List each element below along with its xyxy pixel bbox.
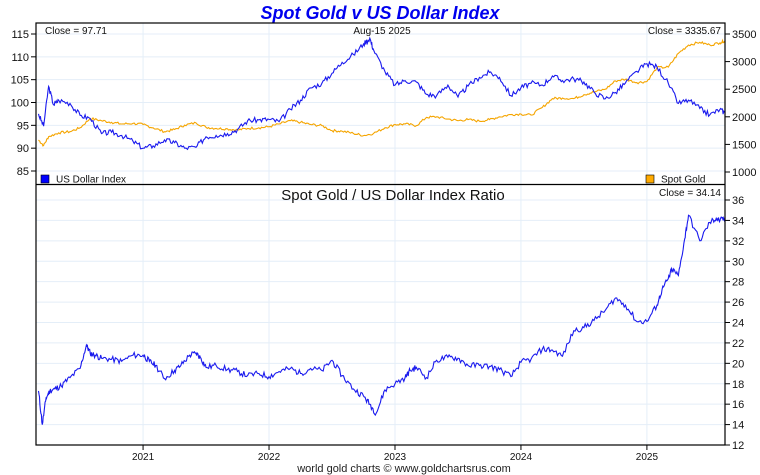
footer-credit: world gold charts © www.goldchartsrus.co… [296, 463, 511, 475]
legend-gold: Spot Gold [645, 174, 705, 186]
y-tick-label-right: 2000 [732, 112, 756, 124]
gold-close-label: Close = 3335.67 [648, 26, 722, 37]
y-tick-label-right: 2500 [732, 84, 756, 96]
legend-gold-label: Spot Gold [661, 175, 705, 186]
y-tick-label-ratio: 16 [732, 399, 744, 411]
plot-frame [35, 22, 726, 446]
y-tick-label-left: 85 [17, 166, 29, 178]
y-tick-label-ratio: 12 [732, 440, 744, 452]
y-tick-label-ratio: 22 [732, 338, 744, 350]
bottom-panel-series [37, 214, 726, 425]
y-tick-label-ratio: 34 [732, 215, 744, 227]
y-tick-label-ratio: 28 [732, 277, 744, 289]
y-tick-label-ratio: 24 [732, 318, 744, 330]
y-tick-label-left: 110 [11, 52, 29, 64]
y-tick-label-ratio: 32 [732, 236, 744, 248]
top-panel-series [37, 36, 726, 151]
spot-gold-line [38, 38, 726, 147]
y-tick-label-ratio: 14 [732, 420, 744, 432]
y-tick-label-left: 105 [11, 75, 29, 87]
y-tick-label-ratio: 26 [732, 297, 744, 309]
x-tick-label: 2022 [258, 452, 281, 463]
y-tick-label-right: 3500 [732, 29, 756, 41]
legend-usd-label: US Dollar Index [56, 175, 126, 186]
x-tick-label: 2025 [636, 452, 659, 463]
x-tick-label: 2023 [384, 452, 407, 463]
x-tick-label: 2024 [510, 452, 533, 463]
x-tick-label: 2021 [132, 452, 155, 463]
date-label: Aug-15 2025 [353, 26, 411, 37]
y-tick-label-left: 90 [17, 143, 29, 155]
y-tick-label-ratio: 30 [732, 256, 744, 268]
gridlines [36, 23, 725, 445]
chart-title: Spot Gold v US Dollar Index [260, 3, 500, 23]
legend-usd-swatch [40, 174, 50, 184]
y-tick-label-left: 115 [11, 29, 29, 41]
y-tick-label-ratio: 18 [732, 379, 744, 391]
usd-index-line [37, 36, 726, 151]
ratio-close-label: Close = 34.14 [659, 188, 721, 199]
y-tick-label-right: 1000 [732, 167, 756, 179]
legend-usd: US Dollar Index [40, 174, 126, 186]
axes: 2021 2022 2023 2024 202585909510010511011510… [11, 29, 757, 463]
legend-gold-swatch [645, 174, 655, 184]
y-tick-label-right: 3000 [732, 57, 756, 69]
y-tick-label-ratio: 36 [732, 195, 744, 207]
y-tick-label-left: 95 [17, 120, 29, 132]
ratio-subtitle: Spot Gold / US Dollar Index Ratio [281, 187, 504, 204]
y-tick-label-ratio: 20 [732, 358, 744, 370]
ratio-line [37, 214, 726, 425]
y-tick-label-left: 100 [11, 98, 29, 110]
y-tick-label-right: 1500 [732, 139, 756, 151]
usd-close-label: Close = 97.71 [45, 26, 107, 37]
